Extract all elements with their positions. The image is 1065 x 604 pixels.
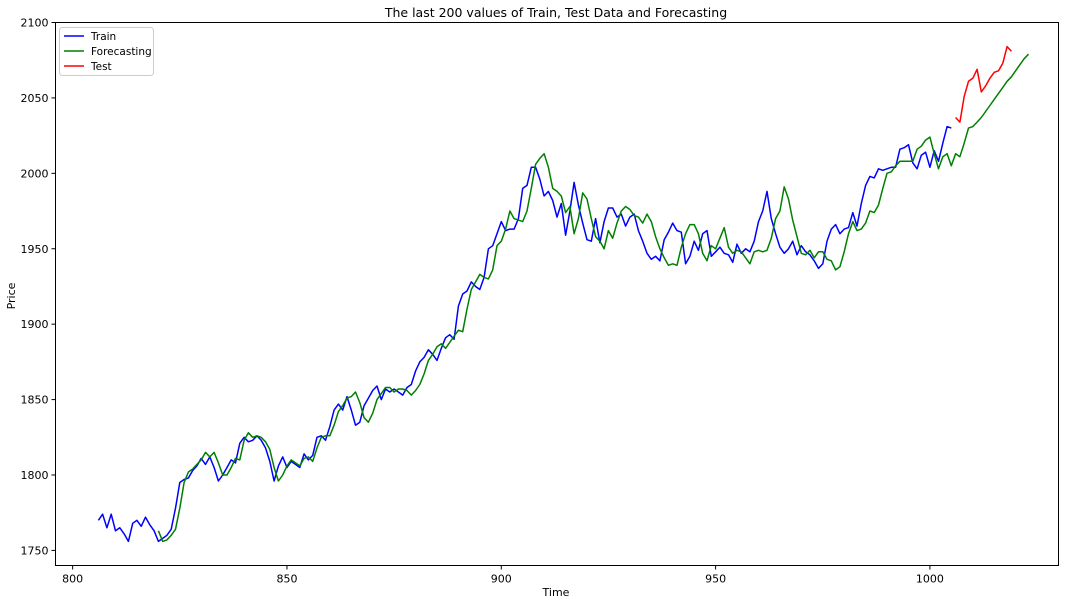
- y-axis: 1750 1800 1850 1900 1950 2000 2050 2100: [21, 17, 56, 557]
- y-tick-label: 1900: [21, 318, 49, 331]
- x-tick-label: 900: [491, 573, 512, 586]
- chart-title: The last 200 values of Train, Test Data …: [384, 5, 727, 20]
- series-layer: [97, 45, 1030, 543]
- x-axis-title: Time: [542, 586, 570, 599]
- y-tick-label: 1750: [21, 544, 49, 557]
- y-tick-label: 2050: [21, 92, 49, 105]
- plot-area: [55, 22, 1059, 566]
- x-tick-label: 800: [62, 573, 83, 586]
- legend-box: [59, 27, 154, 76]
- y-tick-label: 1850: [21, 394, 49, 407]
- x-tick-label: 850: [276, 573, 297, 586]
- y-tick-label: 2000: [21, 167, 49, 180]
- legend-label-forecasting: Forecasting: [91, 46, 152, 58]
- y-tick-label: 1800: [21, 469, 49, 482]
- x-tick-label: 950: [705, 573, 726, 586]
- series-line-forecasting: [157, 53, 1030, 543]
- y-tick-label: 1950: [21, 243, 49, 256]
- y-axis-title: Price: [5, 282, 18, 309]
- series-line-test: [955, 45, 1012, 123]
- legend-label-train: Train: [90, 31, 116, 43]
- x-axis: 800 850 900 950 1000: [62, 565, 944, 586]
- x-tick-label: 1000: [916, 573, 944, 586]
- legend: Train Forecasting Test: [59, 27, 154, 76]
- y-tick-label: 2100: [21, 17, 49, 30]
- series-line-train: [97, 125, 952, 543]
- legend-label-test: Test: [90, 61, 112, 73]
